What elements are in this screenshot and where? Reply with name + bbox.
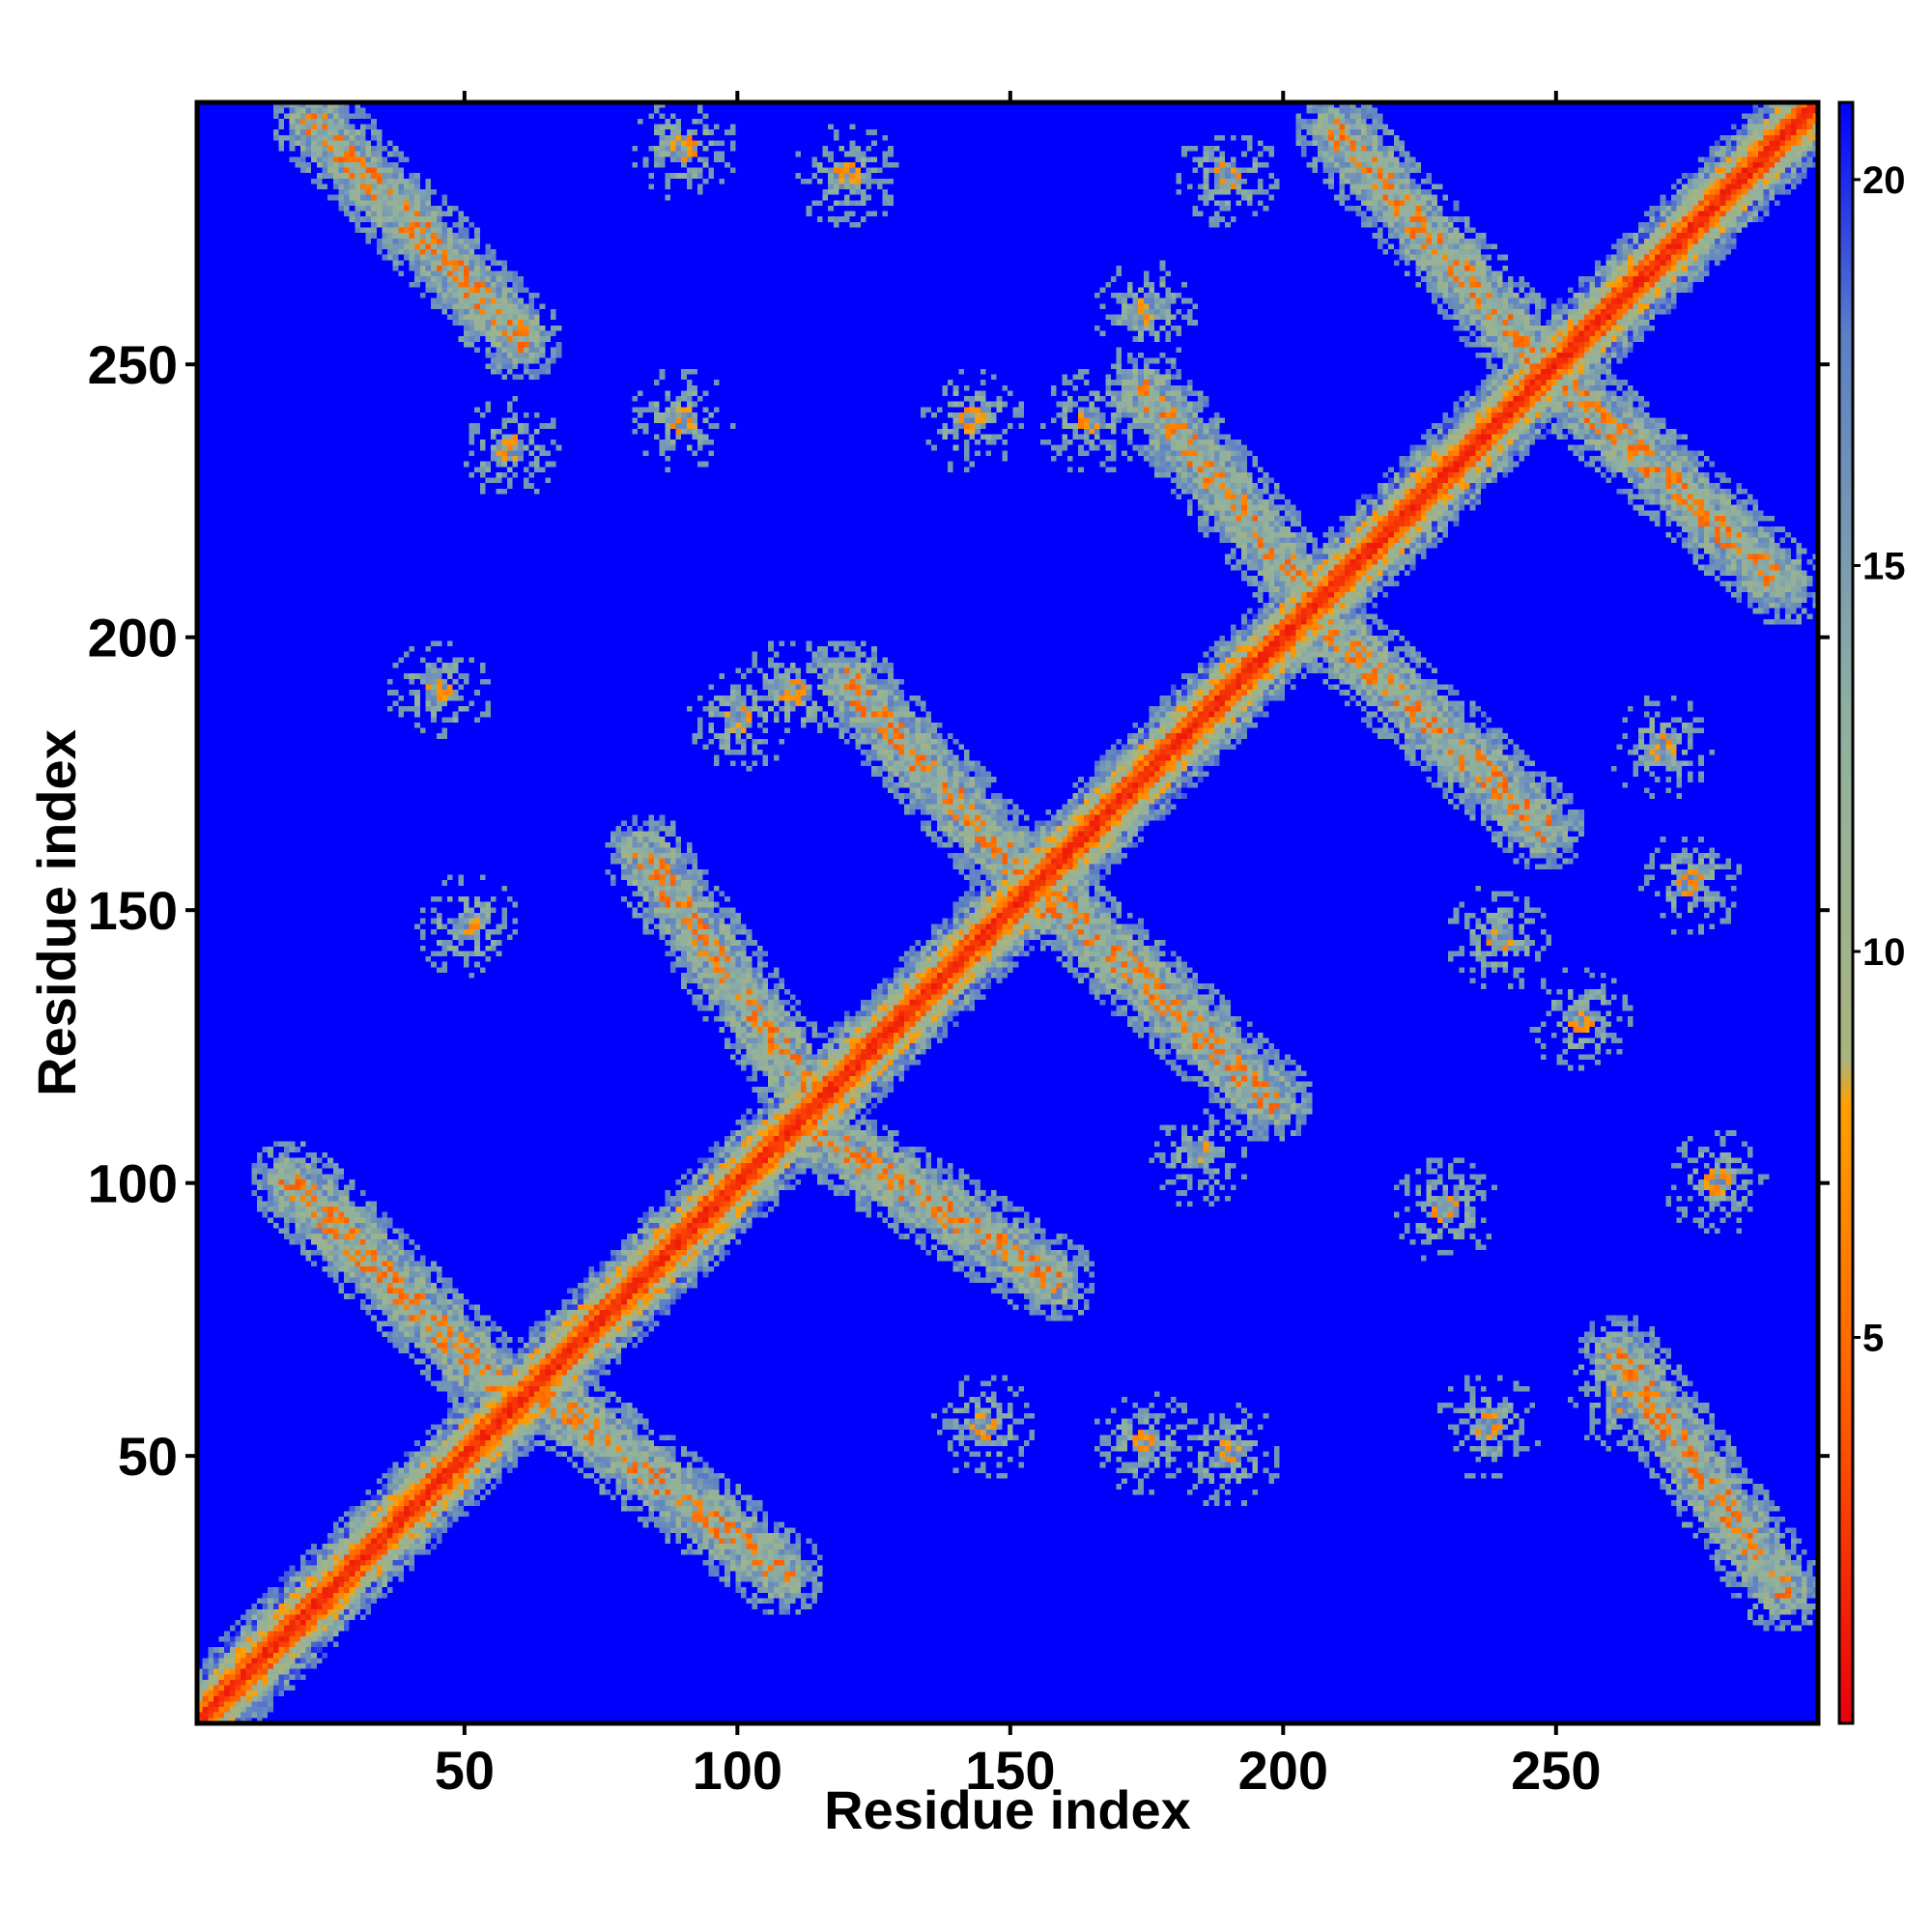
x-tick-label: 250	[1511, 1740, 1601, 1801]
y-axis-title: Residue index	[26, 729, 87, 1096]
colorbar-ticks: 5 10 15 20	[1853, 159, 1906, 1359]
x-tick-label: 50	[435, 1740, 495, 1801]
y-tick-label: 200	[88, 608, 178, 668]
heatmap-image	[197, 102, 1818, 1723]
colorbar-gradient	[1839, 102, 1853, 1723]
y-tick-label: 50	[118, 1426, 178, 1487]
y-axis-ticks: 50 100 150 200 250	[88, 334, 1830, 1487]
x-tick-label: 100	[693, 1740, 782, 1801]
y-tick-label: 100	[88, 1153, 178, 1214]
colorbar-tick-label: 5	[1862, 1317, 1884, 1359]
colorbar-tick-label: 20	[1862, 159, 1906, 202]
y-tick-label: 150	[88, 880, 178, 941]
x-tick-label: 150	[965, 1740, 1055, 1801]
x-tick-label: 200	[1238, 1740, 1328, 1801]
x-axis-ticks: 50 100 150 200 250	[435, 91, 1602, 1801]
heatmap	[197, 102, 1818, 1723]
colorbar-tick-label: 15	[1862, 545, 1906, 587]
plot-frame	[194, 99, 1821, 1726]
x-axis-title: Residue index	[824, 1779, 1191, 1840]
colorbar-frame	[1837, 100, 1855, 1725]
y-tick-label: 250	[88, 334, 178, 395]
colorbar: 5 10 15 20	[1837, 100, 1906, 1725]
colorbar-tick-label: 10	[1862, 931, 1906, 974]
